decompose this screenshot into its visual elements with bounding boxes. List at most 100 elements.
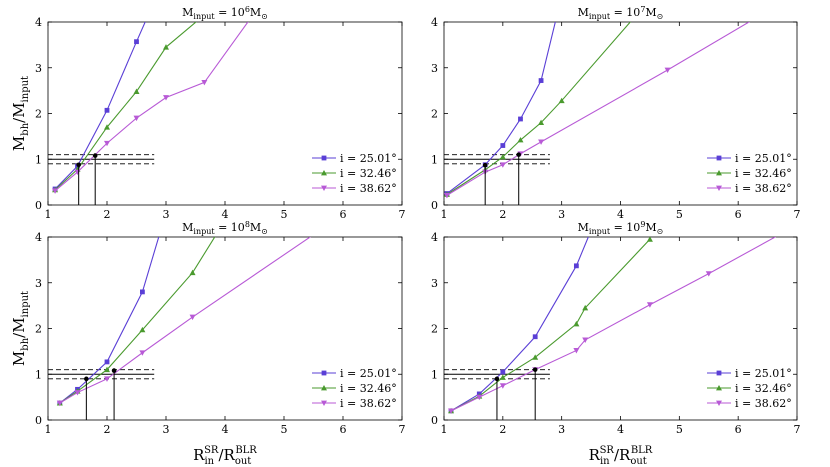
axes-frame xyxy=(47,236,403,421)
data-point xyxy=(532,354,539,360)
x-tick-label: 2 xyxy=(104,208,111,221)
axes-frame xyxy=(47,21,403,206)
data-point xyxy=(476,394,483,401)
y-tick-label: 4 xyxy=(35,16,42,29)
data-point xyxy=(573,348,580,354)
data-point xyxy=(104,124,110,130)
y-tick-label: 2 xyxy=(35,108,42,121)
legend-marker xyxy=(321,400,327,406)
x-tick-label: 3 xyxy=(163,423,170,436)
data-point xyxy=(104,359,110,365)
legend-label: i = 38.62° xyxy=(735,397,792,410)
data-point xyxy=(582,337,589,343)
crossing-point xyxy=(532,367,538,372)
axes-frame xyxy=(443,21,798,206)
data-point xyxy=(133,115,140,122)
y-tick-label: 2 xyxy=(35,323,42,336)
data-point xyxy=(189,269,196,276)
data-point xyxy=(538,139,545,145)
x-tick-label: 5 xyxy=(281,208,288,221)
x-tick-label: 5 xyxy=(281,423,288,436)
y-axis-label: Mbh/Minput xyxy=(10,76,31,151)
series-line xyxy=(54,22,197,191)
y-tick-label: 4 xyxy=(431,231,438,244)
data-point xyxy=(499,153,506,160)
data-point xyxy=(500,143,506,148)
data-point xyxy=(499,383,506,389)
y-tick-label: 0 xyxy=(431,199,438,212)
legend-marker xyxy=(716,185,722,191)
series-group xyxy=(52,22,249,194)
series-line xyxy=(446,22,556,195)
panels: 1 2 3 4 5 6 7 0 1 2 3 4 i = 25.01° i = 32.46° i = 38.6… xyxy=(10,5,801,467)
panel-title: Minput = 107M⊙ xyxy=(578,5,664,21)
legend-label: i = 32.46° xyxy=(735,167,792,180)
y-tick-label: 4 xyxy=(35,231,42,244)
legend-label: i = 25.01° xyxy=(340,152,397,165)
legend-marker xyxy=(321,170,327,176)
data-point xyxy=(444,192,450,199)
data-point xyxy=(139,326,146,333)
panel-title: Minput = 109M⊙ xyxy=(578,220,664,236)
data-point xyxy=(517,137,524,143)
series-line xyxy=(59,237,216,404)
legend-label: i = 25.01° xyxy=(735,367,792,380)
data-point xyxy=(646,237,653,242)
x-tick-label: 4 xyxy=(617,423,624,436)
data-point xyxy=(104,140,110,147)
series-line xyxy=(59,237,312,404)
y-tick-label: 1 xyxy=(431,153,438,166)
legend-marker xyxy=(716,170,722,176)
legend-marker xyxy=(716,370,722,376)
data-point xyxy=(499,162,506,168)
x-axis-label: RinSR/RoutBLR xyxy=(589,445,653,467)
x-tick-label: 6 xyxy=(340,423,347,436)
axes-frame xyxy=(443,236,798,421)
data-point xyxy=(538,78,544,83)
x-tick-label: 4 xyxy=(222,423,229,436)
data-point xyxy=(139,350,146,356)
y-tick-label: 3 xyxy=(35,277,42,290)
y-tick-label: 0 xyxy=(35,414,42,427)
y-tick-label: 4 xyxy=(431,16,438,29)
x-tick-label: 3 xyxy=(558,423,565,436)
x-tick-label: 7 xyxy=(794,423,801,436)
x-tick-label: 7 xyxy=(794,208,801,221)
y-tick-label: 3 xyxy=(431,62,438,75)
y-tick-label: 1 xyxy=(431,368,438,381)
series-line xyxy=(450,237,589,412)
x-tick-label: 6 xyxy=(340,208,347,221)
panel-title: Minput = 106M⊙ xyxy=(182,5,268,21)
legend-label: i = 32.46° xyxy=(340,167,397,180)
legend-label: i = 38.62° xyxy=(340,397,397,410)
data-point xyxy=(134,39,139,45)
data-point xyxy=(163,95,169,101)
crossing-point xyxy=(516,152,522,157)
x-tick-label: 1 xyxy=(45,208,52,221)
legend-marker xyxy=(321,185,327,191)
data-point xyxy=(573,263,579,269)
y-tick-label: 2 xyxy=(431,323,438,336)
legend-marker xyxy=(321,155,327,161)
legend-label: i = 38.62° xyxy=(340,182,397,195)
x-axis-label: RinSR/RoutBLR xyxy=(193,445,257,467)
x-tick-label: 7 xyxy=(399,208,406,221)
panel-title: Minput = 108M⊙ xyxy=(182,220,268,236)
crossing-point xyxy=(76,162,81,168)
data-point xyxy=(573,320,580,327)
legend-marker xyxy=(716,155,722,161)
data-point xyxy=(518,116,523,122)
data-point xyxy=(538,119,545,126)
x-tick-label: 5 xyxy=(676,208,683,221)
legend-marker xyxy=(321,370,327,376)
x-tick-label: 6 xyxy=(735,423,742,436)
crossing-point xyxy=(84,376,89,382)
crossing-point xyxy=(482,162,488,168)
data-point xyxy=(140,289,145,295)
crossing-point xyxy=(111,368,117,373)
data-point xyxy=(163,44,169,50)
